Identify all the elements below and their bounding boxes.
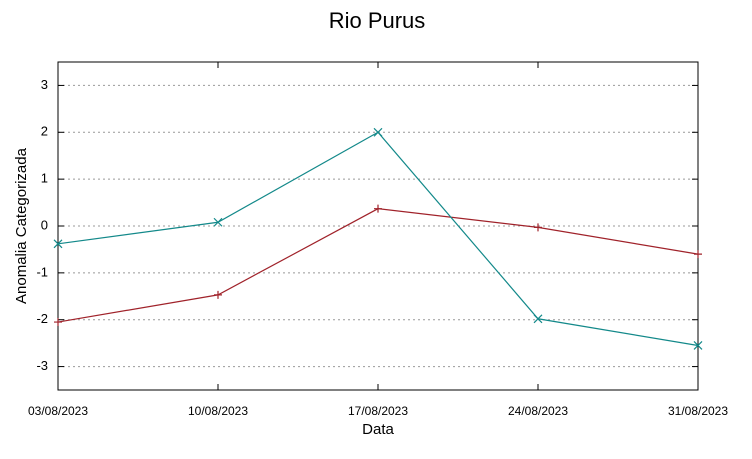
y-tick-label: 2 — [41, 124, 48, 139]
x-tick-label: 24/08/2023 — [508, 404, 568, 418]
x-tick-label: 10/08/2023 — [188, 404, 248, 418]
point-marker — [693, 341, 703, 350]
series-line — [57, 131, 699, 347]
y-tick-label: 0 — [41, 217, 48, 232]
x-axis-label: Data — [362, 421, 394, 438]
x-tick-label: 03/08/2023 — [28, 404, 88, 418]
y-tick-label: -3 — [36, 358, 48, 373]
x-tick-label: 17/08/2023 — [348, 404, 408, 418]
y-axis-label: Anomalia Categorizada — [13, 147, 30, 304]
point-marker — [213, 217, 223, 227]
point-marker — [53, 239, 63, 249]
point-marker — [694, 250, 702, 259]
point-marker — [534, 223, 542, 232]
point-marker — [533, 314, 543, 324]
point-marker — [374, 204, 382, 213]
y-tick-label: 3 — [41, 77, 48, 92]
x-tick-label: 31/08/2023 — [668, 404, 728, 418]
plot-frame — [57, 61, 699, 391]
y-tick-label: -2 — [36, 311, 48, 326]
y-tick-label: -1 — [36, 264, 48, 279]
point-marker — [214, 290, 222, 299]
point-marker — [54, 318, 62, 327]
chart-title: Rio Purus — [329, 8, 426, 33]
y-tick-label: 1 — [41, 171, 48, 186]
point-marker — [373, 127, 383, 137]
